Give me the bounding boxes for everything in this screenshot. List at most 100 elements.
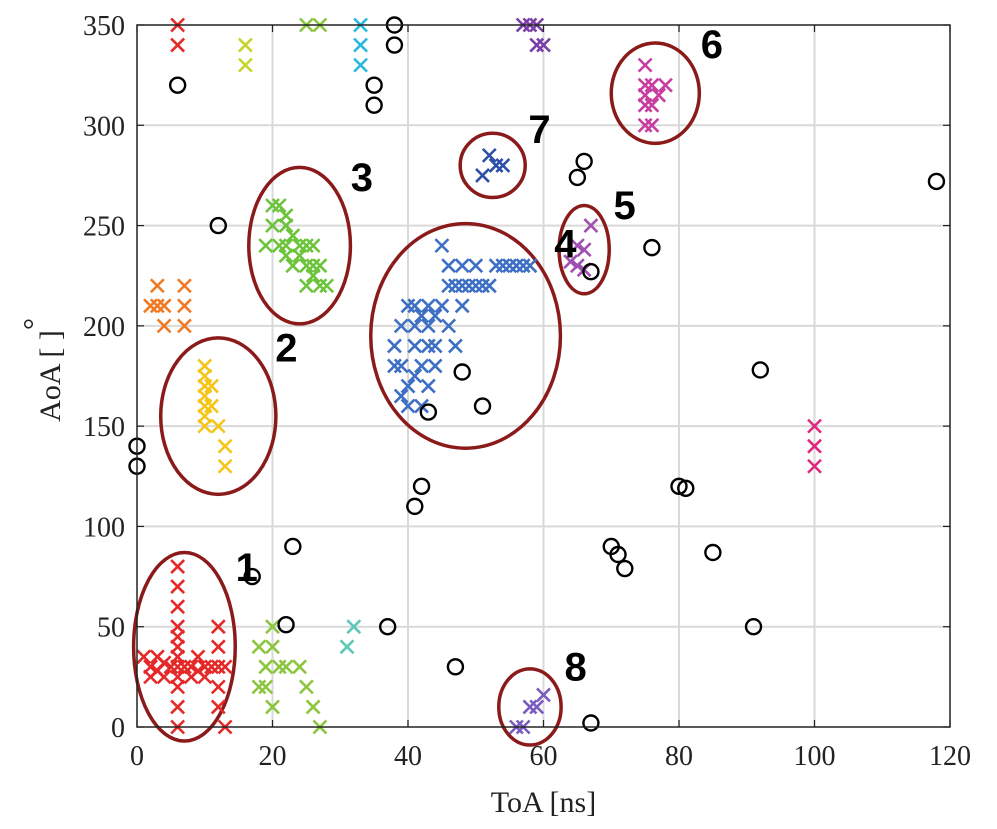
data-point-cross xyxy=(143,669,158,685)
data-point-cross xyxy=(522,258,538,274)
x-tick-label: 100 xyxy=(794,741,836,772)
data-point-cross xyxy=(285,258,301,274)
data-point-cross xyxy=(441,318,457,334)
data-point-cross xyxy=(210,679,226,695)
data-point-cross xyxy=(177,659,192,675)
data-point-cross xyxy=(312,278,328,294)
data-point-cross xyxy=(420,298,436,314)
y-tick-label: 150 xyxy=(83,412,125,443)
data-point-circle xyxy=(406,497,424,516)
x-tick-label: 60 xyxy=(530,741,558,772)
data-point-cross xyxy=(651,87,667,103)
data-point-cross xyxy=(637,57,653,73)
cluster-label-8: 8 xyxy=(564,645,586,689)
data-point-cross xyxy=(644,97,660,113)
data-point-cross xyxy=(265,699,280,715)
data-point-cross xyxy=(210,639,226,655)
data-point-cross xyxy=(156,298,172,314)
data-point-cross xyxy=(278,248,294,264)
data-point-cross xyxy=(197,669,213,685)
data-point-cross xyxy=(258,659,274,675)
data-point-cross xyxy=(298,258,314,274)
data-point-cross xyxy=(271,198,287,213)
data-point-cross xyxy=(475,278,490,294)
data-point-cross xyxy=(136,649,152,665)
y-tick-label: 200 xyxy=(83,312,125,343)
data-point-cross xyxy=(434,298,450,314)
data-point-circle xyxy=(378,618,397,636)
data-point-cross xyxy=(271,238,287,254)
cluster-ellipse-7 xyxy=(458,131,527,200)
y-tick-label: 50 xyxy=(97,613,125,644)
cluster-label-6: 6 xyxy=(701,23,723,67)
data-point-circle xyxy=(575,152,593,171)
data-point-cross xyxy=(414,308,429,324)
data-point-cross xyxy=(576,242,592,258)
data-point-cross xyxy=(569,238,585,254)
data-point-circle xyxy=(704,543,722,562)
data-point-cross xyxy=(583,218,599,233)
data-point-cross xyxy=(515,258,531,274)
data-point-cross xyxy=(400,398,416,414)
data-point-cross xyxy=(217,438,233,454)
data-point-circle xyxy=(453,363,471,381)
data-point-circle xyxy=(277,616,295,634)
data-point-circle xyxy=(643,238,661,257)
data-point-cross xyxy=(278,659,294,675)
data-point-cross xyxy=(177,298,192,314)
cluster-ellipse-1 xyxy=(131,550,237,743)
y-tick-label: 100 xyxy=(83,512,125,543)
data-point-circle xyxy=(582,714,600,732)
data-point-circle xyxy=(168,76,187,94)
cluster-label-4: 4 xyxy=(554,222,577,266)
data-point-cross xyxy=(644,117,660,133)
data-point-cross xyxy=(569,258,585,274)
data-point-cross xyxy=(312,258,328,274)
cluster-label-5: 5 xyxy=(613,184,635,228)
x-tick-label: 80 xyxy=(665,741,693,772)
data-point-cross xyxy=(448,278,463,294)
data-point-cross xyxy=(807,458,822,474)
data-point-cross xyxy=(637,117,653,133)
data-point-cross xyxy=(217,659,233,675)
data-point-cross xyxy=(407,368,423,384)
data-point-circle xyxy=(365,96,383,114)
data-point-circle xyxy=(209,216,228,235)
data-point-cross xyxy=(420,338,436,354)
data-point-cross xyxy=(217,458,233,474)
data-point-cross xyxy=(448,338,463,354)
data-point-cross xyxy=(265,639,280,655)
data-point-cross xyxy=(407,318,423,334)
data-point-cross xyxy=(454,278,470,294)
data-point-cross xyxy=(393,318,409,334)
data-point-cross xyxy=(285,228,301,244)
data-point-cross xyxy=(170,559,186,574)
data-point-cross xyxy=(508,258,524,274)
data-point-circle xyxy=(609,545,627,564)
data-point-cross xyxy=(298,679,314,695)
data-point-cross xyxy=(529,37,545,53)
data-point-cross xyxy=(488,258,504,274)
data-point-cross xyxy=(305,238,321,254)
data-point-cross xyxy=(393,358,409,374)
data-point-cross xyxy=(475,168,490,183)
cluster-ellipse-5 xyxy=(557,203,611,296)
data-point-cross xyxy=(258,679,274,695)
x-axis-title: ToA [ns] xyxy=(491,786,596,819)
data-point-cross xyxy=(163,659,179,675)
data-point-cross xyxy=(387,338,402,354)
data-point-cross xyxy=(278,218,294,233)
data-point-cross xyxy=(468,258,484,274)
data-point-cross xyxy=(292,659,308,675)
data-point-cross xyxy=(414,398,429,414)
data-point-cross xyxy=(251,679,267,695)
data-point-cross xyxy=(441,258,457,274)
data-point-circle xyxy=(446,658,465,676)
cluster-ellipse-4 xyxy=(368,221,563,450)
data-point-cross xyxy=(434,238,450,254)
data-point-cross xyxy=(644,77,660,93)
data-point-cross xyxy=(339,639,355,655)
data-point-circle xyxy=(751,361,769,379)
data-point-cross xyxy=(658,77,673,93)
